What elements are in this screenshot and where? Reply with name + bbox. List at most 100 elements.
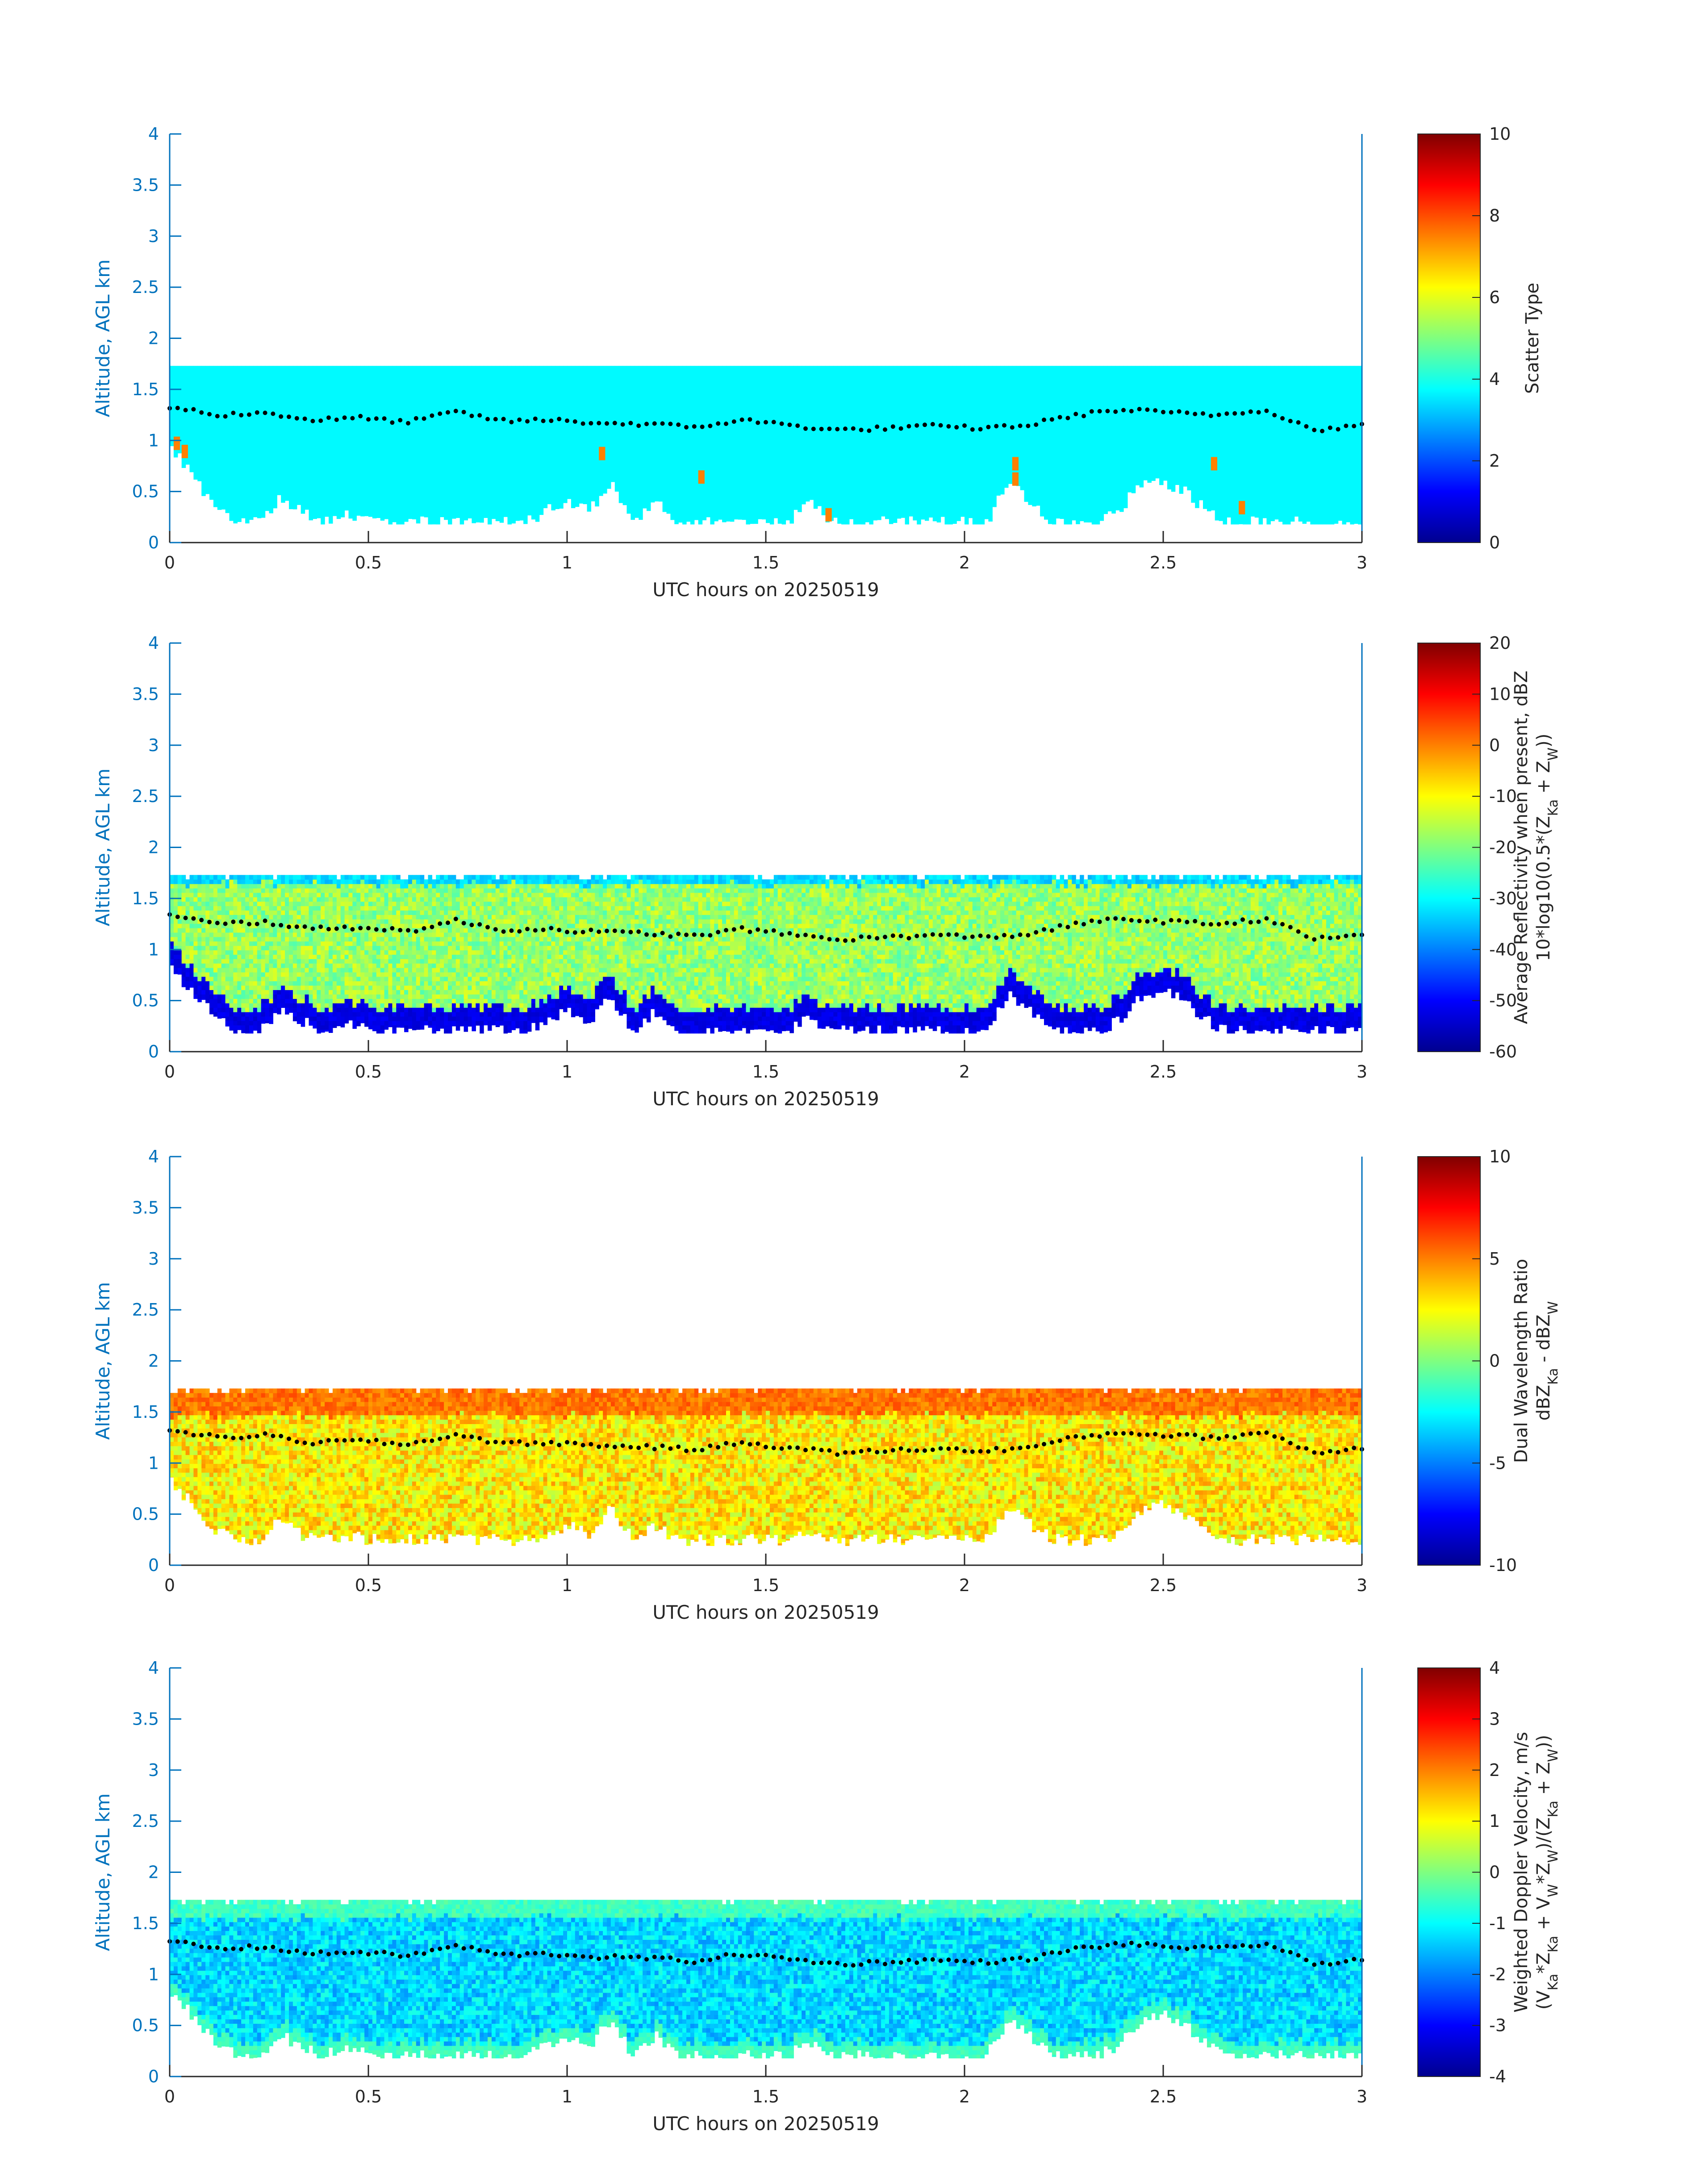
heatmap-cell bbox=[643, 370, 647, 375]
heatmap-cell bbox=[543, 428, 548, 433]
heatmap-cell bbox=[464, 397, 468, 402]
heatmap-cell bbox=[567, 428, 572, 433]
heatmap-cell bbox=[293, 503, 297, 508]
heatmap-cell bbox=[428, 428, 433, 433]
heatmap-cell bbox=[579, 476, 584, 481]
heatmap-cell bbox=[317, 503, 321, 508]
heatmap-cell bbox=[460, 414, 464, 419]
heatmap-cell bbox=[623, 397, 627, 402]
heatmap-cell bbox=[257, 454, 262, 459]
heatmap-cell bbox=[527, 468, 532, 472]
heatmap-cell bbox=[460, 485, 464, 490]
heatmap-cell bbox=[555, 401, 560, 406]
heatmap-cell bbox=[249, 481, 254, 486]
heatmap-cell bbox=[197, 437, 202, 442]
heatmap-cell bbox=[317, 476, 321, 481]
heatmap-cell bbox=[523, 366, 528, 371]
heatmap-cell bbox=[241, 366, 246, 371]
heatmap-cell bbox=[500, 432, 504, 437]
heatmap-cell bbox=[392, 445, 397, 450]
heatmap-cell bbox=[504, 405, 508, 410]
heatmap-cell bbox=[337, 379, 341, 384]
heatmap-cell bbox=[547, 405, 552, 410]
heatmap-cell bbox=[452, 397, 456, 402]
heatmap-cell bbox=[635, 454, 639, 459]
heatmap-cell bbox=[321, 516, 325, 521]
heatmap-cell bbox=[305, 366, 309, 371]
heatmap-cell bbox=[508, 405, 512, 410]
heatmap-cell bbox=[392, 379, 397, 384]
heatmap-cell bbox=[305, 379, 309, 384]
heatmap-cell bbox=[432, 507, 436, 512]
heatmap-cell bbox=[352, 384, 357, 389]
heatmap-cell bbox=[523, 516, 528, 521]
heatmap-cell bbox=[376, 468, 381, 472]
heatmap-cell bbox=[261, 432, 266, 437]
heatmap-cell bbox=[400, 507, 405, 512]
heatmap-cell bbox=[209, 485, 214, 490]
heatmap-cell bbox=[448, 445, 452, 450]
heatmap-cell bbox=[217, 401, 222, 406]
heatmap-cell bbox=[543, 498, 548, 503]
heatmap-cell bbox=[579, 459, 584, 464]
heatmap-cell bbox=[539, 494, 544, 499]
heatmap-cell bbox=[527, 437, 532, 442]
heatmap-cell bbox=[476, 428, 480, 433]
heatmap-cell bbox=[201, 397, 206, 402]
heatmap-cell bbox=[460, 468, 464, 472]
heatmap-cell bbox=[651, 450, 655, 455]
heatmap-cell bbox=[233, 468, 238, 472]
heatmap-cell bbox=[345, 454, 349, 459]
heatmap-cell bbox=[182, 437, 186, 442]
heatmap-cell bbox=[349, 393, 353, 397]
heatmap-cell bbox=[349, 370, 353, 375]
heatmap-cell bbox=[245, 393, 250, 397]
heatmap-cell bbox=[571, 459, 576, 464]
heatmap-cell bbox=[245, 432, 250, 437]
heatmap-cell bbox=[603, 405, 607, 410]
heatmap-cell bbox=[444, 388, 448, 393]
heatmap-cell bbox=[655, 450, 659, 455]
heatmap-cell bbox=[404, 468, 409, 472]
heatmap-cell bbox=[257, 379, 262, 384]
heatmap-cell bbox=[464, 388, 468, 393]
heatmap-cell bbox=[277, 397, 281, 402]
heatmap-cell bbox=[257, 432, 262, 437]
heatmap-cell bbox=[329, 485, 333, 490]
heatmap-cell bbox=[539, 423, 544, 428]
heatmap-cell bbox=[603, 410, 607, 415]
heatmap-cell bbox=[213, 428, 218, 433]
heatmap-cell bbox=[543, 437, 548, 442]
heatmap-cell bbox=[404, 405, 409, 410]
heatmap-cell bbox=[372, 485, 377, 490]
heatmap-cell bbox=[647, 476, 651, 481]
heatmap-cell bbox=[277, 441, 281, 446]
heatmap-cell bbox=[329, 516, 333, 521]
heatmap-cell bbox=[488, 503, 492, 508]
heatmap-cell bbox=[484, 485, 488, 490]
heatmap-cell bbox=[352, 405, 357, 410]
heatmap-cell bbox=[456, 437, 460, 442]
heatmap-cell bbox=[420, 468, 425, 472]
heatmap-cell bbox=[174, 397, 178, 402]
heatmap-cell bbox=[452, 393, 456, 397]
heatmap-cell bbox=[655, 481, 659, 486]
heatmap-cell bbox=[321, 481, 325, 486]
heatmap-cell bbox=[241, 503, 246, 508]
heatmap-cell bbox=[309, 423, 313, 428]
heatmap-cell bbox=[329, 445, 333, 450]
heatmap-cell bbox=[416, 441, 421, 446]
heatmap-cell bbox=[468, 423, 472, 428]
heatmap-cell bbox=[205, 423, 210, 428]
heatmap-cell bbox=[575, 468, 580, 472]
heatmap-cell bbox=[345, 468, 349, 472]
heatmap-cell bbox=[567, 494, 572, 499]
heatmap-cell bbox=[368, 393, 373, 397]
heatmap-cell bbox=[273, 489, 277, 494]
heatmap-cell bbox=[535, 370, 540, 375]
heatmap-cell bbox=[201, 405, 206, 410]
heatmap-cell bbox=[492, 489, 496, 494]
heatmap-cell bbox=[523, 388, 528, 393]
heatmap-cell bbox=[472, 366, 476, 371]
heatmap-cell bbox=[230, 393, 234, 397]
